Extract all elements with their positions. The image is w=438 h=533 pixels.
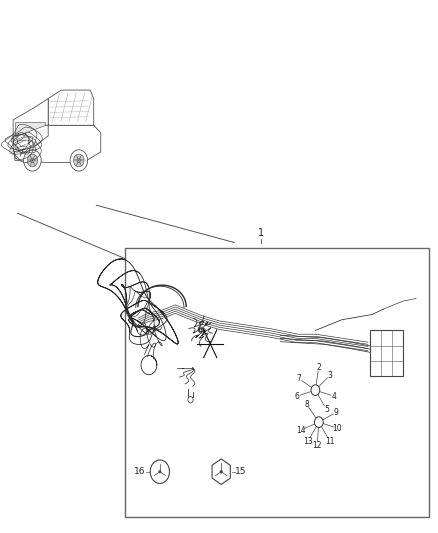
Polygon shape bbox=[48, 90, 94, 125]
Text: 15: 15 bbox=[235, 467, 247, 476]
Text: 7: 7 bbox=[296, 374, 301, 383]
Circle shape bbox=[70, 150, 88, 171]
Text: 2: 2 bbox=[316, 362, 321, 372]
Bar bbox=[125, 248, 429, 517]
Text: 12: 12 bbox=[312, 441, 322, 450]
Text: 13: 13 bbox=[303, 437, 313, 446]
Text: 6: 6 bbox=[294, 392, 299, 401]
Text: 4: 4 bbox=[332, 392, 336, 401]
Polygon shape bbox=[13, 125, 101, 163]
Circle shape bbox=[31, 158, 34, 163]
Circle shape bbox=[24, 150, 41, 171]
Circle shape bbox=[74, 154, 84, 167]
Circle shape bbox=[188, 397, 193, 403]
Circle shape bbox=[27, 154, 38, 167]
Polygon shape bbox=[15, 122, 45, 136]
Polygon shape bbox=[212, 459, 230, 484]
Text: 14: 14 bbox=[296, 426, 306, 434]
Text: 10: 10 bbox=[333, 424, 342, 433]
Circle shape bbox=[150, 460, 170, 483]
Text: 3: 3 bbox=[328, 370, 332, 379]
Text: 5: 5 bbox=[324, 405, 329, 414]
Text: 8: 8 bbox=[304, 400, 309, 409]
Bar bbox=[370, 330, 403, 376]
Circle shape bbox=[311, 385, 320, 395]
Text: 16: 16 bbox=[134, 467, 146, 476]
Circle shape bbox=[159, 470, 161, 473]
Text: 9: 9 bbox=[334, 408, 339, 417]
Circle shape bbox=[314, 417, 323, 427]
Polygon shape bbox=[13, 99, 48, 141]
Polygon shape bbox=[13, 125, 48, 152]
Circle shape bbox=[220, 470, 223, 473]
Circle shape bbox=[77, 158, 81, 163]
Text: 11: 11 bbox=[325, 437, 335, 446]
Text: 1: 1 bbox=[258, 228, 264, 238]
